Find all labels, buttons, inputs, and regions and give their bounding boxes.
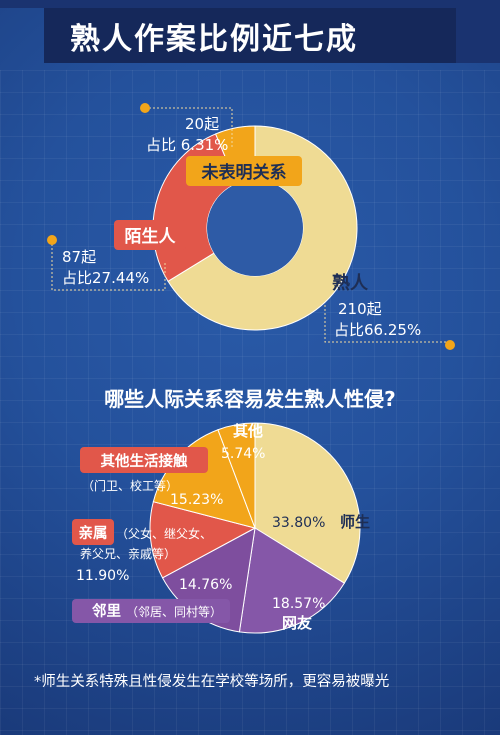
other-label: 其他	[233, 422, 263, 440]
unclear-label: 未表明关系	[201, 162, 287, 183]
footer-note: *师生关系特殊且性侵发生在学校等场所，更容易被曝光	[34, 674, 390, 690]
stranger-connector	[51, 240, 166, 291]
contact-label: 其他生活接触	[101, 452, 188, 470]
acq-connector	[324, 305, 450, 343]
neighbor-pct: 14.76%	[179, 577, 232, 593]
neighbor-sub: （邻居、同村等）	[126, 605, 222, 619]
unclear-label-box	[186, 156, 302, 186]
pie-slice-other	[217, 422, 256, 529]
pie-question: 哪些人际关系容易发生熟人性侵?	[104, 387, 396, 411]
acq-count: 210起	[338, 300, 382, 318]
title-accent	[456, 8, 500, 63]
stranger-label: 陌生人	[125, 226, 177, 247]
contact-sub: （门卫、校工等）	[82, 478, 178, 493]
teacher-pct: 33.80%	[272, 515, 325, 531]
unclear-count: 20起	[185, 115, 219, 133]
stranger-label-box	[114, 220, 186, 250]
contact-pct: 15.23%	[170, 492, 223, 508]
contact-label-box	[80, 447, 208, 473]
relatives-label: 亲属	[79, 524, 108, 542]
other-pct: 5.74%	[221, 446, 265, 462]
top-strip	[0, 0, 500, 8]
netfriend-label: 网友	[282, 614, 312, 632]
page-title: 熟人作案比例近七成	[70, 22, 358, 57]
neighbor-label-box	[72, 599, 230, 623]
relatives-label-box	[72, 519, 114, 545]
acq-dot	[445, 340, 455, 350]
title-bar	[44, 8, 456, 63]
relatives-pct: 11.90%	[76, 568, 129, 584]
donut-hole	[207, 180, 303, 276]
stranger-ratio: 占比27.44%	[62, 269, 149, 287]
stranger-count: 87起	[62, 248, 96, 266]
unclear-ratio: 占比 6.31%	[146, 136, 228, 154]
relatives-sub1: （父女、继父女、	[116, 526, 212, 541]
pie-slice-teacher	[254, 422, 361, 584]
stranger-dot	[47, 235, 57, 245]
neighbor-label: 邻里	[92, 602, 121, 620]
acq-ratio: 占比66.25%	[334, 321, 421, 339]
relatives-sub2: 养父兄、亲戚等）	[80, 546, 176, 561]
acq-label: 熟人	[332, 272, 369, 294]
unclear-connector	[145, 107, 233, 148]
teacher-label: 师生	[340, 513, 370, 531]
netfriend-pct: 18.57%	[272, 596, 325, 612]
pie-slice-netfriend	[238, 527, 346, 634]
pie-slice-relatives	[149, 501, 257, 579]
unclear-dot	[140, 103, 150, 113]
